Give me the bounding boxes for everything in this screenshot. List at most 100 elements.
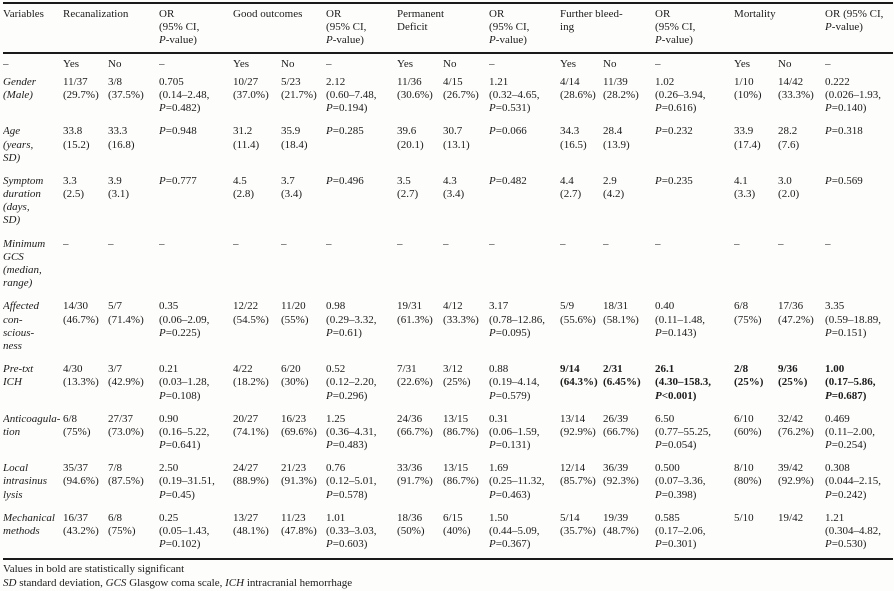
subheader-cell: – <box>326 57 332 70</box>
table-cell: 16/23 (69.6%) <box>281 412 317 438</box>
table-cell: 0.35 (0.06–2.09, P=0.225) <box>159 300 210 339</box>
table-cell: – <box>489 237 495 250</box>
table-cell: P=0.569 <box>825 174 863 187</box>
variable-name: Mechanical methods <box>3 511 55 537</box>
table-cell: – <box>63 237 69 250</box>
table-row: Anticoagula-tion 6/8 (75%) 27/37 (73.0%) 0.90… <box>3 410 893 460</box>
subheader-cell: – <box>655 57 661 70</box>
table-footnotes: Values in bold are statistically signifi… <box>3 563 892 591</box>
table-cell: 18/31 (58.1%) <box>603 300 639 326</box>
table-cell: P=0.482 <box>489 174 527 187</box>
table-cell: 2.9 (4.2) <box>603 174 625 201</box>
table-cell: 0.31 (0.06–1.59, P=0.131) <box>489 412 540 452</box>
table-cell: 0.40 (0.11–1.48, P=0.143) <box>655 300 706 339</box>
table-cell: P=0.777 <box>159 174 197 187</box>
subheader-row: – Yes No – Yes No – Yes No – Yes No – Yes No – <box>3 53 893 73</box>
table-cell: 35.9 (18.4) <box>281 125 308 151</box>
subheader-cell: Yes <box>397 57 414 70</box>
table-cell: 0.705 (0.14–2.48, P=0.482) <box>159 75 210 115</box>
variable-name: Gender (Male) <box>3 75 36 101</box>
column-group-header: OR (95% CI, P-value) <box>159 3 234 54</box>
table-cell: 2/31 (6.45%) <box>603 363 641 389</box>
table-cell: 4/22 (18.2%) <box>233 363 269 389</box>
table-cell: 0.308 (0.044–2.15, P=0.242) <box>825 462 881 501</box>
table-row: Affected con-scious-ness 14/30 (46.7%) 5/7 (7… <box>3 297 893 360</box>
table-cell: – <box>326 237 332 250</box>
table-cell: 3.0 (2.0) <box>778 174 800 201</box>
column-group-header: Good outcomes <box>233 3 327 54</box>
table-cell: 11/36 (30.6%) <box>397 75 433 101</box>
table-cell: 13/15 (86.7%) <box>443 462 479 488</box>
table-cell: 0.88 (0.19–4.14, P=0.579) <box>489 363 540 402</box>
column-group-header: OR (95% CI, P-value) <box>326 3 398 54</box>
subheader-cell: Yes <box>734 57 751 70</box>
column-group-header: OR (95% CI, P-value) <box>655 3 735 54</box>
table-cell: 3.17 (0.78–12.86, P=0.095) <box>489 300 545 339</box>
table-cell: 17/36 (47.2%) <box>778 300 814 326</box>
table-cell: 0.222 (0.026–1.93, P=0.140) <box>825 75 881 115</box>
table-cell: P=0.318 <box>825 125 863 138</box>
table-cell: 1.00 (0.17–5.86, P=0.687) <box>825 363 876 402</box>
subheader-cell: – <box>3 57 9 70</box>
table-cell: 24/27 (88.9%) <box>233 462 269 488</box>
table-cell: 33.9 (17.4) <box>734 125 761 151</box>
table-cell: 31.2 (11.4) <box>233 125 260 151</box>
table-cell: 3.3 (2.5) <box>63 174 85 201</box>
variable-name: Age (years, SD) <box>3 125 34 164</box>
table-cell: 0.21 (0.03–1.28, P=0.108) <box>159 363 210 402</box>
table-cell: 33/36 (91.7%) <box>397 462 433 488</box>
table-cell: 1.01 (0.33–3.03, P=0.603) <box>326 511 377 551</box>
table-cell: 1.69 (0.25–11.32, P=0.463) <box>489 462 545 501</box>
table-cell: 0.76 (0.12–5.01, P=0.578) <box>326 462 377 501</box>
column-group-header: OR (95% CI, P-value) <box>489 3 561 54</box>
table-cell: 8/10 (80%) <box>734 462 762 488</box>
table-cell: 12/22 (54.5%) <box>233 300 269 326</box>
table-cell: 3/12 (25%) <box>443 363 471 389</box>
table-cell: 5/7 (71.4%) <box>108 300 144 326</box>
table-cell: 4/12 (33.3%) <box>443 300 479 326</box>
table-cell: 5/9 (55.6%) <box>560 300 596 326</box>
subheader-cell: Yes <box>233 57 250 70</box>
table-cell: 10/27 (37.0%) <box>233 75 269 101</box>
variable-name: Minimum GCS (median, range) <box>3 237 46 290</box>
table-header: Variables Recanalization OR (95% CI, P-value… <box>3 3 894 73</box>
table-cell: 11/23 (47.8%) <box>281 511 317 537</box>
table-cell: – <box>108 237 114 250</box>
table-cell: 0.469 (0.11–2.00, P=0.254) <box>825 412 876 452</box>
table-cell: 0.585 (0.17–2.06, P=0.301) <box>655 511 706 551</box>
column-group-header: OR (95% CI, P-value) <box>825 3 894 54</box>
subheader-cell: No <box>778 57 792 70</box>
table-cell: 11/37 (29.7%) <box>63 75 99 101</box>
table-cell: 19/39 (48.7%) <box>603 511 639 537</box>
table-cell: 1.21 (0.304–4.82, P=0.530) <box>825 511 881 551</box>
table-cell: 35/37 (94.6%) <box>63 462 99 488</box>
subheader-cell: Yes <box>63 57 80 70</box>
variable-name: Pre-txt ICH <box>3 363 34 389</box>
subheader-cell: – <box>159 57 165 70</box>
table-cell: 19/42 <box>778 511 804 524</box>
table-cell: 1.50 (0.44–5.09, P=0.367) <box>489 511 540 551</box>
table-cell: 6/8 (75%) <box>63 412 91 438</box>
table-cell: 1.25 (0.36–4.31, P=0.483) <box>326 412 377 452</box>
table-cell: – <box>603 237 609 250</box>
table-cell: 12/14 (85.7%) <box>560 462 596 488</box>
table-cell: 0.500 (0.07–3.36, P=0.398) <box>655 462 706 501</box>
table-cell: P=0.496 <box>326 174 364 187</box>
table-cell: 3/8 (37.5%) <box>108 75 144 101</box>
abbr-gcs-definition: Glasgow coma scale, <box>126 577 226 590</box>
table-cell: 5/14 (35.7%) <box>560 511 596 537</box>
table-cell: 6/8 (75%) <box>734 300 762 326</box>
column-group-header: Variables <box>3 3 63 54</box>
table-cell: 11/39 (28.2%) <box>603 75 639 101</box>
table-cell: 33.3 (16.8) <box>108 125 135 151</box>
table-cell: – <box>825 237 831 250</box>
table-cell: 0.52 (0.12–2.20, P=0.296) <box>326 363 377 402</box>
table-cell: 27/37 (73.0%) <box>108 412 144 438</box>
subheader-cell: No <box>443 57 457 70</box>
subheader-cell: No <box>281 57 295 70</box>
table-cell: – <box>397 237 403 250</box>
table-cell: 14/42 (33.3%) <box>778 75 814 101</box>
table-cell: 26/39 (66.7%) <box>603 412 639 438</box>
table-cell: 6/8 (75%) <box>108 511 136 537</box>
